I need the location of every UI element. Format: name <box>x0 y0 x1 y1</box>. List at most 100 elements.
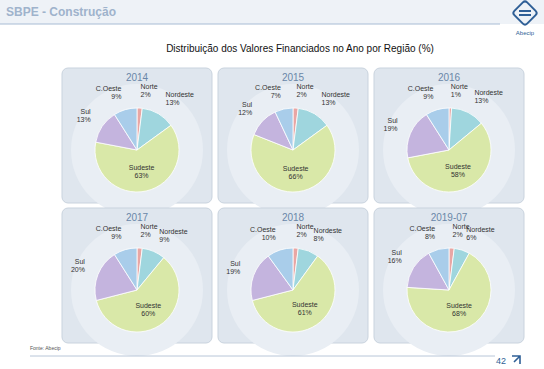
slice-value: 58% <box>451 171 465 178</box>
slice-category: Nordeste <box>474 89 503 96</box>
data-label: Nordeste8% <box>314 227 343 242</box>
pie-title: 2018 <box>282 212 305 223</box>
slice-category: Nordeste <box>166 91 195 98</box>
page-number: 42 <box>496 356 506 366</box>
pie-slice <box>426 108 449 150</box>
slice-category: Sudeste <box>292 301 318 308</box>
slice-value: 13% <box>322 99 336 106</box>
chart-title: Distribuição dos Valores Financiados no … <box>166 43 434 54</box>
pie-panel: 2018Norte2%Nordeste8% Sudeste61% Sul19% C.O… <box>218 208 368 356</box>
data-label: Sul12% <box>238 101 252 116</box>
pie-slice <box>268 248 293 290</box>
data-label: Nordeste13% <box>166 91 195 106</box>
header-rule <box>0 24 500 25</box>
slice-value: 16% <box>388 257 402 264</box>
slice-category: Sudeste <box>135 302 161 309</box>
data-label: C.Oeste9% <box>96 85 122 100</box>
slice-value: 8% <box>425 233 435 240</box>
data-label: Nordeste13% <box>474 89 503 104</box>
pie-panel: 2015Norte2%Nordeste13%Sudeste66%Sul12%C.… <box>218 68 368 216</box>
pie-slice <box>429 248 449 290</box>
slice-category: Sudeste <box>446 302 472 309</box>
data-label: Sul19% <box>384 117 398 132</box>
slice-value: 19% <box>226 268 240 275</box>
slice-category: Sudeste <box>445 163 471 170</box>
pie-slice <box>114 108 137 150</box>
logo-icon-bar <box>519 14 531 16</box>
slice-value: 9% <box>159 236 169 243</box>
data-label: C.Oeste10% <box>250 226 276 241</box>
data-label: Norte2% <box>141 83 158 98</box>
slice-value: 20% <box>71 266 85 273</box>
pie-title: 2016 <box>438 72 461 83</box>
data-label: Norte2% <box>297 223 314 238</box>
footer-rule <box>30 356 495 357</box>
slice-category: C.Oeste <box>409 225 435 232</box>
slice-category: Nordeste <box>314 227 343 234</box>
slice-category: Sul <box>242 101 253 108</box>
slice-value: 12% <box>238 109 252 116</box>
pie-panel: 2017Norte2%Nordeste9%Sudeste60%Sul20%C.O… <box>62 208 212 356</box>
slice-value: 63% <box>135 172 149 179</box>
data-label: C.Oeste8% <box>409 225 435 240</box>
data-label: Sul20% <box>71 258 85 273</box>
data-label: Norte2% <box>297 83 314 98</box>
data-label: Sudeste63% <box>129 164 155 179</box>
slice-value: 9% <box>111 233 121 240</box>
data-label: Norte2% <box>141 223 158 238</box>
logo-icon-bar <box>519 10 531 12</box>
pie-panel: 2016Norte1%Nordeste13%Sudeste58%Sul19%C.… <box>374 68 524 216</box>
slice-value: 2% <box>453 231 463 238</box>
slice-value: 9% <box>111 93 121 100</box>
slice-value: 13% <box>166 99 180 106</box>
data-label: Nordeste6% <box>466 226 495 241</box>
slice-value: 2% <box>297 91 307 98</box>
slice-category: Sul <box>81 108 92 115</box>
logo-icon <box>512 0 537 25</box>
pie-halo <box>227 84 359 216</box>
pie-title: 2014 <box>126 72 149 83</box>
pie-halo <box>227 224 359 356</box>
data-label: Nordeste9% <box>159 228 188 243</box>
slice-value: 6% <box>466 234 476 241</box>
pie-slice <box>275 108 293 150</box>
pie-halo <box>71 224 203 356</box>
slice-category: Sudeste <box>129 164 155 171</box>
data-label: Sul19% <box>226 260 240 275</box>
slice-value: 19% <box>384 125 398 132</box>
header-band <box>0 0 544 24</box>
slice-value: 13% <box>474 97 488 104</box>
slice-category: Sul <box>230 260 241 267</box>
slice-category: Norte <box>141 83 158 90</box>
slice-value: 2% <box>141 231 151 238</box>
slice-category: C.Oeste <box>96 225 122 232</box>
pie-panel: 2019-07Norte2%Nordeste6%Sudeste68%Sul16%… <box>374 208 524 356</box>
slice-category: C.Oeste <box>96 85 122 92</box>
slice-category: C.Oeste <box>250 226 276 233</box>
logo-text: Abecip <box>516 30 535 36</box>
data-label: Sudeste68% <box>446 302 472 317</box>
slice-category: Nordeste <box>322 91 351 98</box>
data-label: C.Oeste9% <box>408 85 434 100</box>
slice-category: Norte <box>141 223 158 230</box>
slice-category: Sul <box>75 258 86 265</box>
pie-title: 2017 <box>126 212 149 223</box>
slice-category: C.Oeste <box>408 85 434 92</box>
slice-value: 8% <box>314 235 324 242</box>
slice-value: 61% <box>298 309 312 316</box>
pie-slice <box>114 248 137 290</box>
slice-value: 66% <box>289 173 303 180</box>
pie-title: 2019-07 <box>431 212 468 223</box>
slice-category: Sul <box>387 117 398 124</box>
pie-halo <box>383 84 515 216</box>
data-label: Sudeste58% <box>445 163 471 178</box>
page: SBPE - Construção Abecip Distribuição dos … <box>0 0 544 369</box>
pie-title: 2015 <box>282 72 305 83</box>
slice-category: Norte <box>297 223 314 230</box>
slice-value: 7% <box>271 92 281 99</box>
slice-value: 68% <box>452 310 466 317</box>
section-title: SBPE - Construção <box>6 5 116 19</box>
slice-value: 9% <box>423 93 433 100</box>
source-note: Fonte: Abecip <box>30 345 61 351</box>
slice-category: Nordeste <box>159 228 188 235</box>
